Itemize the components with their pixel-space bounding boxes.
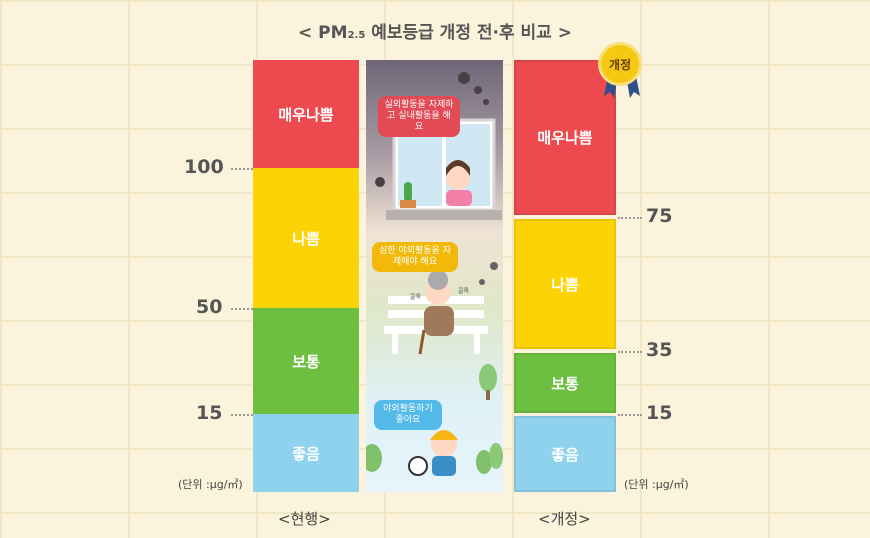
- dust-text-left: 콜록: [410, 294, 422, 301]
- current-tick-15: 15: [196, 402, 223, 424]
- dust-particle: [483, 99, 489, 105]
- revised-tick-line-15: [618, 414, 642, 416]
- dust-text-right: 콜록: [458, 288, 470, 295]
- revised-badge: 개정: [598, 42, 642, 86]
- dust-particle: [474, 86, 482, 94]
- revised-level-good: 좋음: [514, 416, 616, 492]
- tree-icon: [366, 444, 382, 472]
- cane-icon: [418, 329, 426, 355]
- dust-particle: [375, 177, 385, 187]
- current-tick-line-50: [231, 308, 253, 310]
- revised-level-moderate: 보통: [514, 353, 616, 413]
- boy-body: [432, 456, 456, 476]
- soccer-ball-icon: [408, 456, 428, 476]
- tree-icon: [476, 450, 492, 474]
- revised-tick-75: 75: [646, 205, 673, 227]
- girl-face-icon: [446, 166, 470, 190]
- illustration-panel: 실외활동을 자제하고 실내활동을 해요 심한 야외활동을 자제해야 해요 야외활…: [366, 60, 503, 492]
- current-tick-line-100: [231, 168, 253, 170]
- dust-particle: [479, 279, 485, 285]
- revised-tick-line-75: [618, 217, 642, 219]
- revised-level-bad: 나쁨: [514, 219, 616, 349]
- bubble-bottom: 야외활동하기 좋아요: [374, 400, 442, 430]
- girl-body: [446, 190, 472, 206]
- plant-icon: [404, 182, 412, 202]
- plant-pot: [400, 200, 416, 208]
- current-tick-line-15: [231, 414, 253, 416]
- revised-tick-line-35: [618, 351, 642, 353]
- bench-leg: [392, 334, 398, 354]
- revised-tick-15: 15: [646, 402, 673, 424]
- current-caption: <현행>: [278, 510, 331, 528]
- current-unit: (단위 :µg/㎥): [178, 478, 243, 491]
- dust-particle: [458, 72, 470, 84]
- revised-level-very-bad: 매우나쁨: [514, 60, 616, 215]
- current-level-very-bad: 매우나쁨: [253, 60, 359, 168]
- tree-trunk: [486, 390, 490, 400]
- tree-icon: [479, 364, 497, 392]
- bubble-top: 실외활동을 자제하고 실내활동을 해요: [378, 96, 460, 137]
- grandmother-body: [424, 306, 454, 336]
- revised-unit: (단위 :µg/㎥): [624, 478, 689, 491]
- current-level-bad: 나쁨: [253, 168, 359, 308]
- bench-leg: [474, 334, 480, 354]
- tree-icon: [489, 443, 503, 469]
- current-level-moderate: 보통: [253, 308, 359, 414]
- current-level-good: 좋음: [253, 414, 359, 492]
- revised-tick-35: 35: [646, 339, 673, 361]
- revised-caption: <개정>: [538, 510, 591, 528]
- window-sill: [386, 210, 502, 220]
- girl-hair: [446, 160, 470, 176]
- grandmother-hair: [428, 270, 448, 290]
- boy-cap: [430, 430, 458, 440]
- dust-particle: [490, 262, 498, 270]
- page-title: < PM2.5 예보등급 개정 전·후 비교 >: [298, 23, 572, 43]
- current-tick-50: 50: [196, 296, 223, 318]
- current-tick-100: 100: [184, 156, 224, 178]
- bubble-middle: 심한 야외활동을 자제해야 해요: [372, 242, 458, 272]
